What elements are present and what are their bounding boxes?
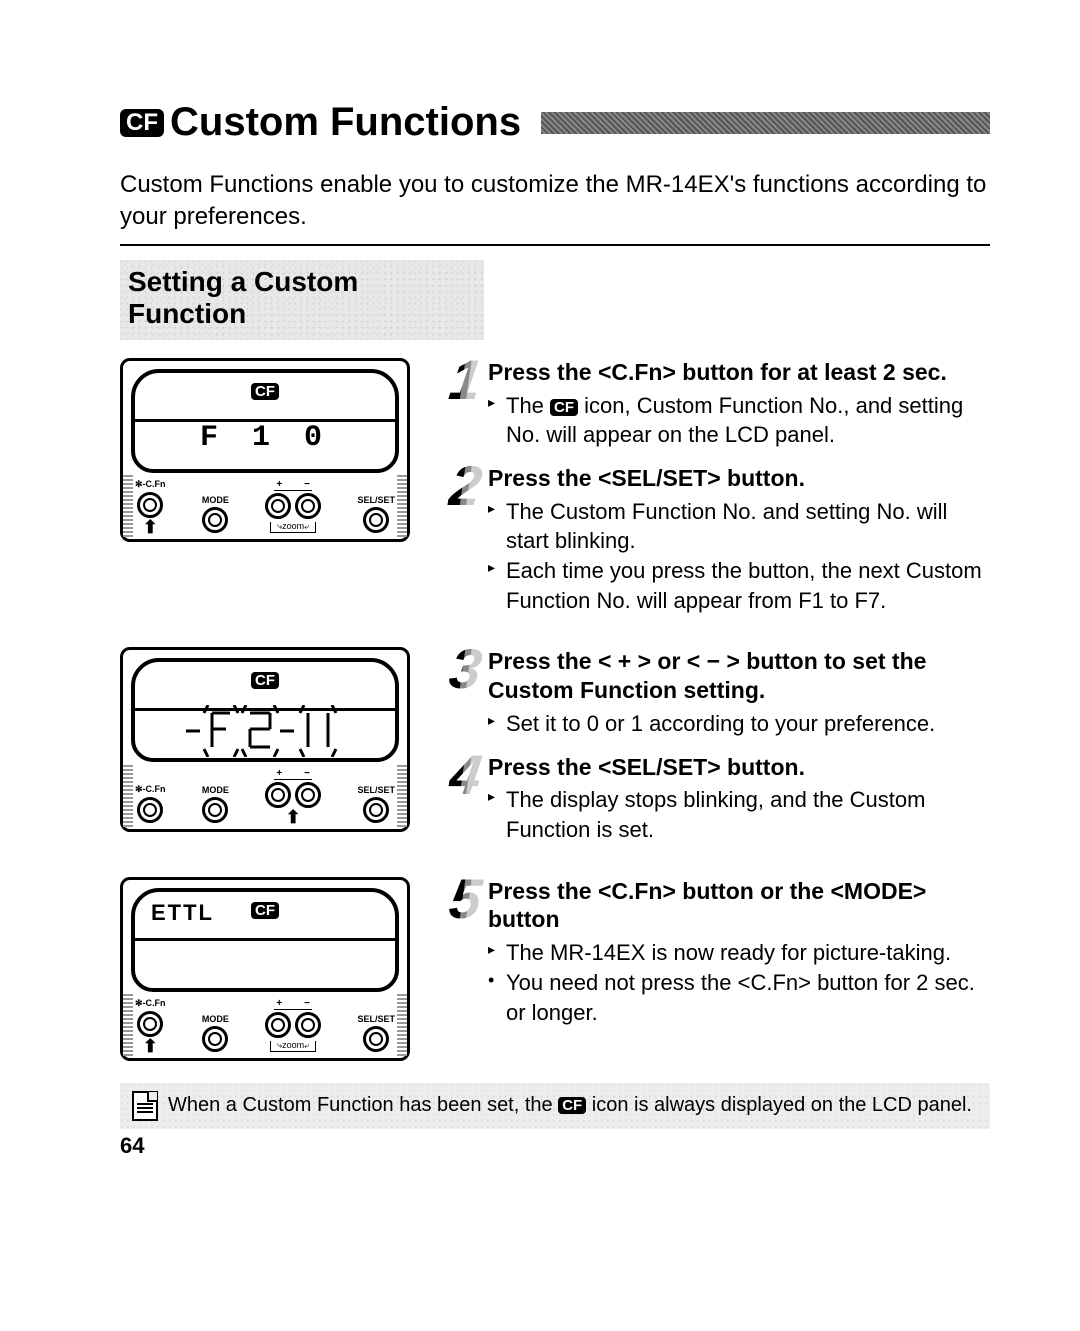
step-1: 1 Press the <C.Fn> button for at least 2…	[450, 358, 990, 450]
step-3: 3 Press the < + > or < − > button to set…	[450, 647, 990, 738]
lcd-panel-1: CF F 1 0 ✻-C.Fn ⬆ MODE	[120, 358, 410, 542]
steps-block-a: 1 Press the <C.Fn> button for at least 2…	[450, 358, 990, 630]
button-row: ✻-C.Fn ⬆ MODE + −	[131, 479, 399, 533]
note-box: When a Custom Function has been set, the…	[120, 1083, 990, 1129]
page-number: 64	[120, 1133, 990, 1159]
steps-block-b: 3 Press the < + > or < − > button to set…	[450, 647, 990, 858]
step-bullet: The CF icon, Custom Function No., and se…	[488, 391, 990, 450]
section-heading: Setting a Custom Function	[120, 260, 484, 340]
step-number: 4	[447, 753, 484, 798]
plus-label: +	[276, 998, 282, 1009]
ettl-label: ETTL	[151, 900, 214, 926]
cf-icon: CF	[251, 902, 279, 919]
lcd-seg-text: F 1 0	[135, 421, 395, 455]
step-bullet: The display stops blinking, and the Cust…	[488, 785, 990, 844]
step-number: 5	[447, 877, 484, 922]
step-title: Press the <SEL/SET> button.	[488, 753, 990, 782]
horizontal-rule	[120, 244, 990, 246]
plus-button-icon	[265, 1012, 291, 1038]
selset-button-icon	[363, 797, 389, 823]
step-4: 4 Press the <SEL/SET> button. The displa…	[450, 753, 990, 845]
content-grid: CF F 1 0 ✻-C.Fn ⬆ MODE	[120, 358, 990, 1061]
minus-label: −	[304, 768, 310, 779]
cf-icon: CF	[251, 383, 279, 400]
selset-label: SEL/SET	[357, 495, 395, 505]
step-title: Press the <SEL/SET> button.	[488, 464, 990, 493]
arrow-up-icon: ⬆	[143, 522, 158, 533]
step-bullet: Set it to 0 or 1 according to your prefe…	[488, 709, 990, 739]
step-2: 2 Press the <SEL/SET> button. The Custom…	[450, 464, 990, 616]
note-text: When a Custom Function has been set, the…	[168, 1094, 972, 1117]
mode-label: MODE	[202, 495, 229, 505]
note-page-icon	[132, 1091, 158, 1121]
page-title-row: CF Custom Functions	[120, 100, 990, 145]
cfn-button-icon	[137, 492, 163, 518]
zoom-bracket: ⤷zoom⤶	[270, 522, 316, 533]
selset-label: SEL/SET	[357, 785, 395, 795]
intro-paragraph: Custom Functions enable you to customize…	[120, 169, 990, 234]
cf-badge-icon: CF	[120, 109, 164, 137]
mode-button-icon	[202, 1026, 228, 1052]
cfn-button-icon	[137, 797, 163, 823]
step-number: 1	[447, 358, 484, 403]
cfn-label: ✻-C.Fn	[135, 479, 166, 490]
plus-button-icon	[265, 782, 291, 808]
plus-button-icon	[265, 493, 291, 519]
page-title: Custom Functions	[170, 100, 521, 145]
selset-label: SEL/SET	[357, 1014, 395, 1024]
cfn-label: ✻-C.Fn	[135, 998, 166, 1009]
selset-button-icon	[363, 507, 389, 533]
zoom-bracket: ⤷zoom⤶	[270, 1041, 316, 1052]
arrow-up-icon: ⬆	[143, 1041, 158, 1052]
plus-label: +	[276, 768, 282, 779]
minus-label: −	[304, 998, 310, 1009]
arrow-up-icon: ⬆	[286, 812, 301, 823]
step-bullet: You need not press the <C.Fn> button for…	[488, 968, 990, 1027]
manual-page: CF Custom Functions Custom Functions ena…	[0, 0, 1080, 1331]
minus-button-icon	[295, 782, 321, 808]
step-number: 2	[447, 464, 484, 509]
button-row: ✻-C.Fn ⬆ MODE + −	[131, 998, 399, 1052]
cf-icon: CF	[251, 672, 279, 689]
steps-block-c: 5 Press the <C.Fn> button or the <MODE> …	[450, 877, 990, 1042]
cf-inline-icon: CF	[550, 399, 578, 416]
plus-label: +	[276, 479, 282, 490]
title-decor-bar	[541, 112, 990, 134]
cf-inline-icon: CF	[558, 1097, 586, 1114]
mode-label: MODE	[202, 1014, 229, 1024]
step-title: Press the <C.Fn> button or the <MODE> bu…	[488, 877, 990, 935]
step-bullet: The MR-14EX is now ready for picture-tak…	[488, 938, 990, 968]
minus-label: −	[304, 479, 310, 490]
step-bullet: The Custom Function No. and setting No. …	[488, 497, 990, 556]
lcd-panel-3: ETTL CF ✻-C.Fn ⬆ MODE	[120, 877, 410, 1061]
cfn-label: ✻-C.Fn	[135, 784, 166, 795]
step-number: 3	[447, 647, 484, 692]
selset-button-icon	[363, 1026, 389, 1052]
lcd-seg-blinking	[135, 705, 395, 762]
step-title: Press the < + > or < − > button to set t…	[488, 647, 990, 705]
mode-button-icon	[202, 797, 228, 823]
minus-button-icon	[295, 493, 321, 519]
lcd-panel-2: CF	[120, 647, 410, 832]
minus-button-icon	[295, 1012, 321, 1038]
cfn-button-icon	[137, 1011, 163, 1037]
button-row: ✻-C.Fn MODE + −	[131, 768, 399, 823]
step-bullet: Each time you press the button, the next…	[488, 556, 990, 615]
mode-label: MODE	[202, 785, 229, 795]
mode-button-icon	[202, 507, 228, 533]
step-5: 5 Press the <C.Fn> button or the <MODE> …	[450, 877, 990, 1028]
step-title: Press the <C.Fn> button for at least 2 s…	[488, 358, 990, 387]
